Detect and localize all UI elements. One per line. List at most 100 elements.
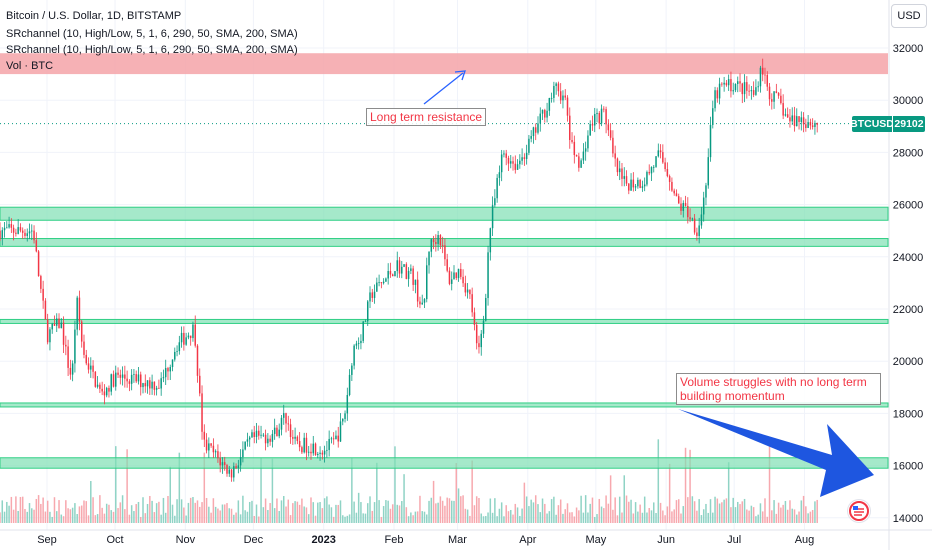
candle-body [457, 268, 460, 279]
candle-body [328, 438, 330, 450]
x-tick-label: Dec [244, 534, 264, 546]
volume-bar [777, 502, 780, 523]
volume-bar [385, 500, 387, 523]
candle-body [666, 169, 669, 177]
sr-zones [0, 53, 889, 469]
candle-body [487, 252, 489, 299]
legend-indicator-2[interactable]: SRchannel (10, High/Low, 5, 1, 6, 290, 5… [6, 44, 298, 56]
resistance-annotation[interactable]: Long term resistance [366, 108, 487, 126]
volume-bar [596, 514, 598, 523]
volume-bar [176, 499, 178, 523]
candle-body [807, 122, 809, 128]
candle-body [414, 279, 417, 285]
candle-body [155, 387, 158, 390]
candle-body [128, 381, 131, 384]
candle-body [226, 464, 228, 474]
volume-bar [693, 501, 696, 523]
volume-bar [575, 507, 578, 523]
volume-bar [342, 515, 344, 523]
x-tick-label: Feb [385, 534, 404, 546]
currency-button[interactable]: USD [891, 4, 927, 28]
candle-body [42, 288, 44, 301]
volume-bar [269, 503, 271, 523]
candle-body [593, 114, 596, 126]
volume-bar [87, 515, 90, 523]
candle-body [401, 266, 403, 274]
volume-bar [323, 498, 326, 523]
volume-bar [314, 515, 317, 523]
volume-bar [51, 516, 53, 523]
volume-bar [460, 496, 462, 523]
candle-body [705, 185, 707, 198]
volume-bar [500, 502, 503, 523]
volume-bar [321, 508, 324, 523]
volume-bar [737, 501, 739, 523]
volume-bar [201, 502, 203, 523]
volume-bar [380, 516, 383, 523]
volume-bar [237, 500, 240, 523]
volume-bar [62, 516, 65, 523]
volume-bar [74, 503, 76, 523]
candle-body [761, 67, 764, 75]
volume-bar [687, 497, 689, 523]
candle-body [639, 179, 641, 188]
candle-body [405, 264, 408, 279]
volume-bar [251, 500, 253, 523]
grid [0, 0, 888, 530]
candle-body [650, 167, 653, 174]
candle-body [777, 92, 780, 96]
tradingview-logo[interactable] [848, 500, 870, 522]
legend-indicator-1[interactable]: SRchannel (10, High/Low, 5, 1, 6, 290, 5… [6, 28, 298, 40]
candle-body [344, 413, 346, 419]
candle-body [718, 83, 721, 99]
candle-body [112, 374, 115, 387]
candle-body [612, 137, 614, 154]
candle-body [230, 469, 233, 478]
volume-bar [569, 512, 571, 523]
candle-body [376, 282, 378, 292]
volume-bar [348, 514, 351, 523]
candle-body [618, 168, 621, 173]
volume-bar [775, 513, 778, 523]
candle-body [317, 453, 319, 456]
volume-bar [332, 516, 335, 523]
candle-body [289, 424, 292, 438]
candle-body [750, 90, 753, 92]
legend-volume[interactable]: Vol · BTC [6, 60, 54, 72]
candle-body [600, 108, 603, 124]
candle-body [730, 79, 732, 92]
volume-bar [330, 507, 333, 523]
volume-bar [17, 510, 19, 523]
candle-body [126, 378, 128, 382]
candle-body [475, 324, 478, 344]
candle-body [450, 279, 453, 284]
volume-annotation[interactable]: Volume struggles with no long term build… [676, 373, 881, 405]
candle-body [809, 122, 812, 126]
volume-bar [712, 512, 714, 523]
candle-body [19, 227, 22, 231]
candle-body [716, 90, 719, 99]
candle-body [210, 443, 212, 446]
volume-bar [155, 503, 158, 523]
candle-body [528, 138, 530, 153]
volume-bar [623, 475, 625, 523]
volume-bar [525, 496, 528, 523]
candle-body [80, 321, 83, 342]
volume-bar [591, 497, 594, 523]
candle-body [269, 438, 271, 442]
volume-bar [559, 499, 562, 523]
candle-body [573, 141, 576, 156]
candle-body [702, 197, 705, 215]
volume-bar [530, 499, 532, 523]
candle-body [56, 318, 58, 326]
y-tick-label: 16000 [893, 461, 924, 473]
volume-bar [485, 516, 487, 523]
candle-body [65, 344, 67, 347]
candle-body [246, 439, 249, 442]
volume-bar [223, 504, 226, 523]
candle-body [255, 430, 258, 437]
candle-body [616, 158, 619, 173]
candle-body [85, 354, 88, 364]
